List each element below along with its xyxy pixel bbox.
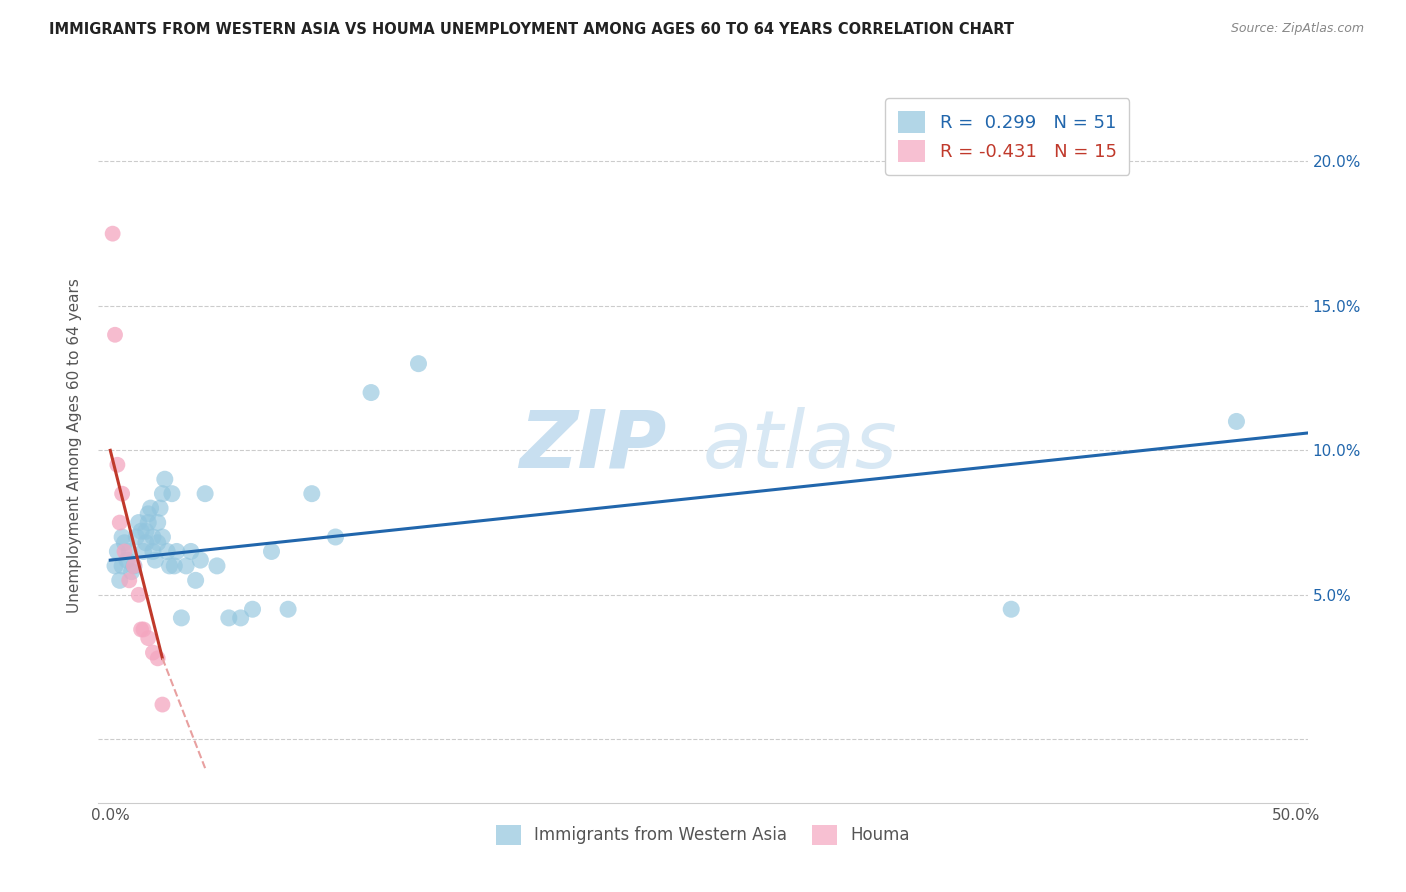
Point — [105, 458, 128, 472]
Point — [111, 486, 134, 500]
Point — [105, 544, 128, 558]
Point — [136, 507, 159, 521]
Point — [146, 651, 169, 665]
Point — [160, 486, 183, 500]
Point — [260, 544, 283, 558]
Point — [156, 544, 179, 558]
Point — [184, 574, 207, 588]
Point — [325, 530, 347, 544]
Text: ZIP: ZIP — [519, 407, 666, 485]
Point — [163, 558, 186, 573]
Point — [104, 558, 127, 573]
Point — [146, 516, 169, 530]
Point — [101, 227, 124, 241]
Point — [128, 588, 150, 602]
Point — [132, 623, 155, 637]
Point — [190, 553, 212, 567]
Point — [111, 558, 134, 573]
Point — [143, 553, 166, 567]
Point — [159, 558, 181, 573]
Point — [174, 558, 197, 573]
Point — [142, 646, 165, 660]
Point — [125, 530, 148, 544]
Point — [152, 698, 174, 712]
Point — [408, 357, 430, 371]
Point — [170, 611, 193, 625]
Point — [142, 530, 165, 544]
Point — [114, 536, 136, 550]
Point — [136, 516, 159, 530]
Point — [135, 524, 157, 539]
Point — [121, 565, 143, 579]
Point — [132, 544, 155, 558]
Point — [122, 558, 145, 573]
Text: atlas: atlas — [703, 407, 898, 485]
Point — [153, 472, 176, 486]
Point — [135, 536, 157, 550]
Y-axis label: Unemployment Among Ages 60 to 64 years: Unemployment Among Ages 60 to 64 years — [66, 278, 82, 614]
Point — [1225, 414, 1247, 428]
Point — [301, 486, 323, 500]
Point — [277, 602, 299, 616]
Point — [129, 623, 152, 637]
Point — [242, 602, 264, 616]
Point — [108, 516, 131, 530]
Point — [142, 544, 165, 558]
Point — [118, 544, 141, 558]
Legend: Immigrants from Western Asia, Houma: Immigrants from Western Asia, Houma — [489, 818, 917, 852]
Point — [149, 501, 172, 516]
Point — [114, 544, 136, 558]
Point — [229, 611, 252, 625]
Point — [115, 553, 138, 567]
Point — [111, 530, 134, 544]
Point — [136, 631, 159, 645]
Point — [152, 486, 174, 500]
Point — [180, 544, 202, 558]
Point — [218, 611, 240, 625]
Text: IMMIGRANTS FROM WESTERN ASIA VS HOUMA UNEMPLOYMENT AMONG AGES 60 TO 64 YEARS COR: IMMIGRANTS FROM WESTERN ASIA VS HOUMA UN… — [49, 22, 1014, 37]
Point — [118, 574, 141, 588]
Text: Source: ZipAtlas.com: Source: ZipAtlas.com — [1230, 22, 1364, 36]
Point — [166, 544, 188, 558]
Point — [122, 558, 145, 573]
Point — [1000, 602, 1022, 616]
Point — [129, 524, 152, 539]
Point — [139, 501, 162, 516]
Point — [128, 516, 150, 530]
Point — [108, 574, 131, 588]
Point — [205, 558, 228, 573]
Point — [360, 385, 382, 400]
Point — [152, 530, 174, 544]
Point — [104, 327, 127, 342]
Point — [146, 536, 169, 550]
Point — [194, 486, 217, 500]
